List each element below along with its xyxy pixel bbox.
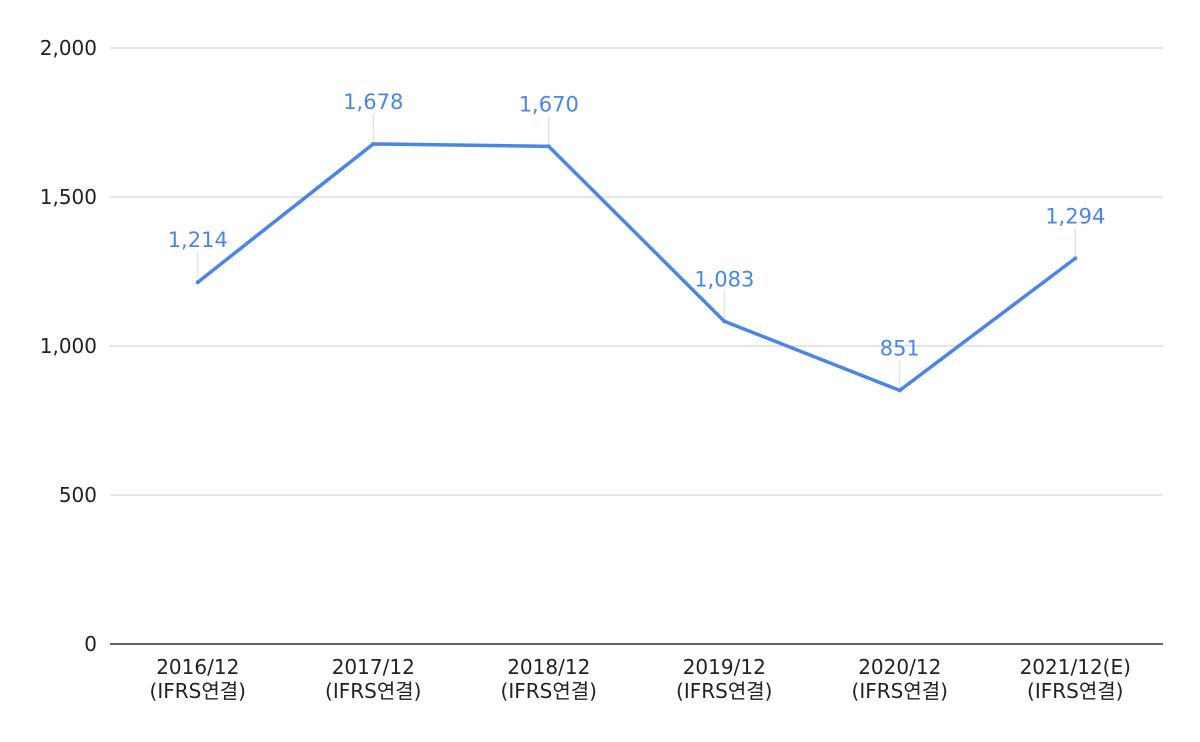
x-tick-label: 2019/12 (IFRS연결) (676, 655, 772, 703)
data-label: 1,214 (168, 228, 228, 252)
data-labels: 1,214 1,678 1,670 1,083 851 1,294 (168, 90, 1106, 360)
data-label-leaders (197, 113, 1076, 388)
x-tick-label: 2021/12(E) (IFRS연결) (1020, 655, 1131, 703)
x-tick-label: 2017/12 (IFRS연결) (325, 655, 421, 703)
y-tick-label: 0 (84, 632, 97, 656)
y-tick-label: 2,000 (40, 36, 97, 60)
data-label: 1,083 (694, 267, 754, 291)
data-label: 1,678 (343, 90, 403, 114)
x-axis-tick-labels: 2016/12 (IFRS연결) 2017/12 (IFRS연결) 2018/12 (IF… (150, 655, 1131, 703)
data-point (371, 141, 376, 146)
data-point (546, 144, 551, 149)
data-label: 1,670 (519, 92, 579, 116)
y-tick-label: 1,000 (40, 334, 97, 358)
x-tick-label: 2016/12 (IFRS연결) (150, 655, 246, 703)
data-point (195, 280, 200, 285)
data-point (1073, 256, 1078, 261)
y-tick-label: 1,500 (40, 185, 97, 209)
data-point (897, 388, 902, 393)
series-line-group (195, 141, 1078, 393)
gridlines (110, 47, 1163, 645)
x-tick-label: 2018/12 (IFRS연결) (501, 655, 597, 703)
data-label: 1,294 (1045, 204, 1105, 228)
data-point (722, 319, 727, 324)
x-tick-label: 2020/12 (IFRS연결) (852, 655, 948, 703)
y-tick-label: 500 (59, 483, 97, 507)
data-label: 851 (880, 336, 920, 360)
y-axis-tick-labels: 0 500 1,000 1,500 2,000 (40, 36, 97, 656)
series-line (196, 142, 1077, 393)
